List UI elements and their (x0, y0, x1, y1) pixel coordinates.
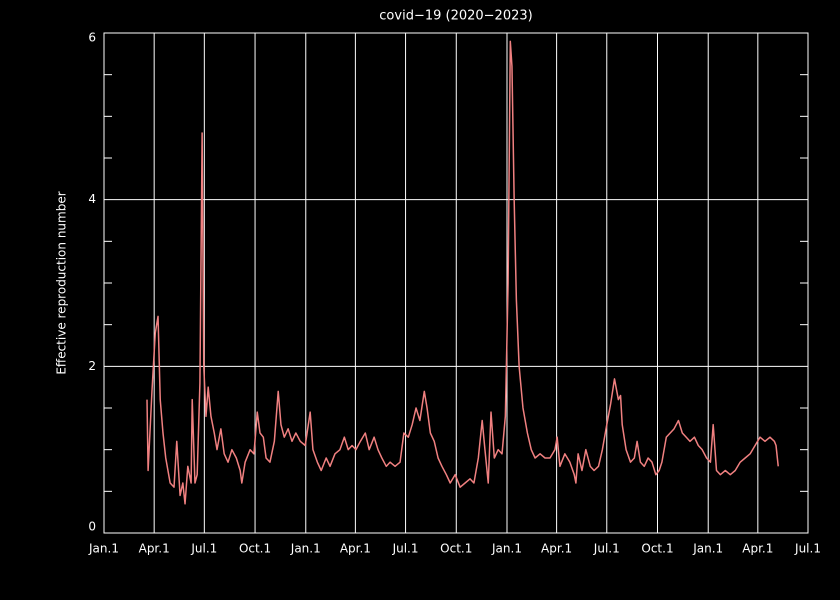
x-tick-label: Oct.1 (641, 542, 673, 556)
x-tick-label: Jan.1 (88, 542, 119, 556)
data-line (146, 40, 779, 505)
y-tick-label: 4 (88, 192, 96, 206)
y-tick-label: 6 (88, 31, 96, 45)
x-tick-label: Jul.1 (593, 542, 620, 556)
x-tick-label: Oct.1 (239, 542, 271, 556)
x-tick-label: Jul.1 (794, 542, 821, 556)
y-tick-label: 0 (88, 520, 96, 534)
x-tick-label: Jan.1 (692, 542, 723, 556)
x-tick-label: Apr.1 (541, 542, 572, 556)
x-tick-label: Jul.1 (392, 542, 419, 556)
x-tick-label: Oct.1 (440, 542, 472, 556)
x-tick-label: Jan.1 (290, 542, 321, 556)
x-tick-label: Jan.1 (491, 542, 522, 556)
chart-title: covid−19 (2020−2023) (379, 9, 532, 24)
y-tick-label: 2 (88, 359, 96, 373)
x-tick-label: Apr.1 (340, 542, 371, 556)
x-tick-label: Jul.1 (190, 542, 217, 556)
x-tick-label: Apr.1 (139, 542, 170, 556)
y-axis-label: Effective reproduction number (55, 191, 69, 374)
x-tick-label: Apr.1 (742, 542, 773, 556)
